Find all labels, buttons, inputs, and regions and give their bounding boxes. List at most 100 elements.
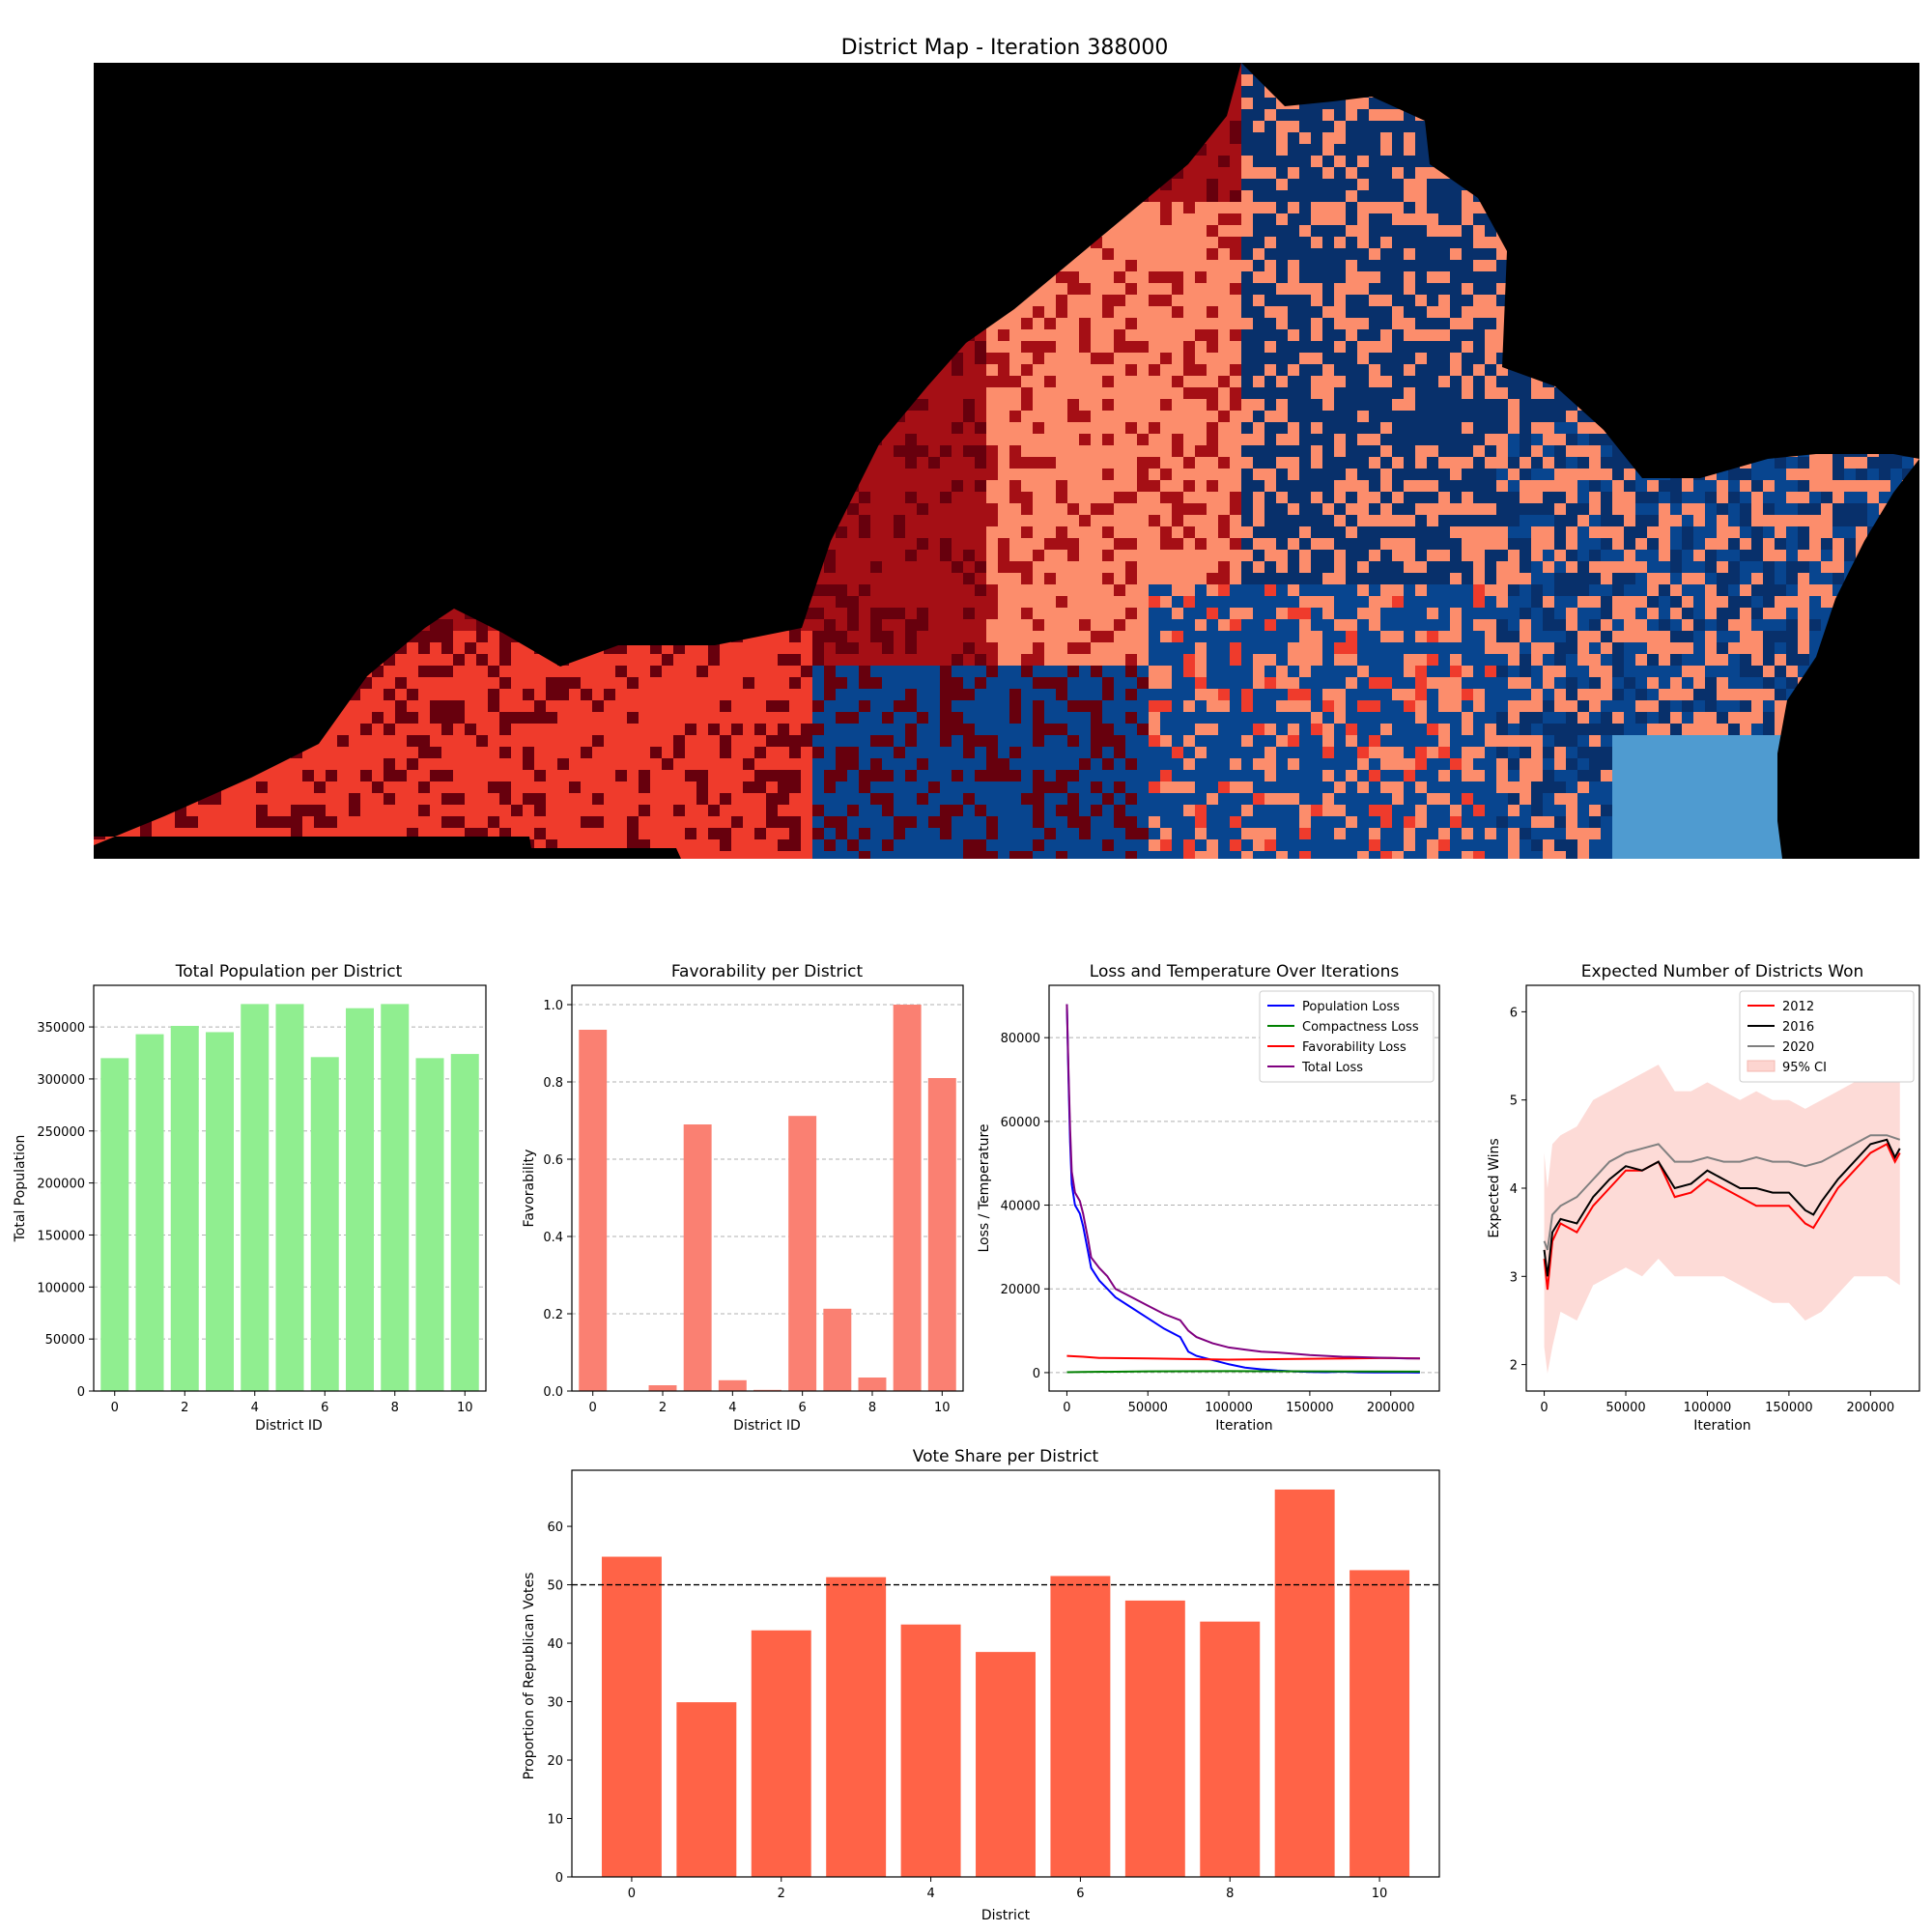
map-cell bbox=[1346, 109, 1357, 121]
map-cell bbox=[917, 422, 928, 434]
map-cell bbox=[1369, 213, 1380, 225]
map-cell bbox=[1021, 364, 1033, 376]
map-cell bbox=[1288, 121, 1299, 132]
map-cell bbox=[998, 329, 1009, 341]
map-cell bbox=[1264, 271, 1276, 283]
map-cell bbox=[998, 399, 1009, 411]
map-cell bbox=[1357, 283, 1369, 295]
map-cell bbox=[1357, 144, 1369, 156]
map-cell bbox=[1102, 411, 1114, 422]
map-cell bbox=[1218, 179, 1230, 190]
map-cell bbox=[1125, 260, 1137, 271]
map-cell bbox=[1427, 283, 1438, 295]
map-cell bbox=[1346, 341, 1357, 353]
map-cell bbox=[1346, 295, 1357, 306]
map-cell bbox=[917, 411, 928, 422]
map-cell bbox=[1311, 156, 1322, 167]
map-cell bbox=[1462, 295, 1473, 306]
map-cell bbox=[1288, 364, 1299, 376]
map-cell bbox=[1253, 248, 1264, 260]
map-cell bbox=[1346, 318, 1357, 329]
map-cell bbox=[1369, 329, 1380, 341]
map-cell bbox=[1450, 213, 1462, 225]
map-cell bbox=[1160, 306, 1172, 318]
map-cell bbox=[1172, 248, 1183, 260]
map-cell bbox=[1276, 225, 1288, 237]
map-cell bbox=[1033, 387, 1044, 399]
map-cell bbox=[998, 364, 1009, 376]
map-cell bbox=[1427, 399, 1438, 411]
map-cell bbox=[1288, 248, 1299, 260]
map-cell bbox=[1462, 306, 1473, 318]
map-cell bbox=[1253, 329, 1264, 341]
map-cell bbox=[1288, 329, 1299, 341]
map-cell bbox=[952, 422, 963, 434]
map-cell bbox=[1288, 132, 1299, 144]
map-cell bbox=[1462, 283, 1473, 295]
map-cell bbox=[1207, 260, 1218, 271]
map-cell bbox=[1241, 144, 1253, 156]
map-cell bbox=[1311, 190, 1322, 202]
map-cell bbox=[1218, 387, 1230, 399]
map-cell bbox=[1033, 353, 1044, 364]
map-cell bbox=[1125, 399, 1137, 411]
map-cell bbox=[1230, 295, 1241, 306]
map-cell bbox=[1288, 306, 1299, 318]
map-cell bbox=[1230, 213, 1241, 225]
map-cell bbox=[1450, 190, 1462, 202]
map-cell bbox=[1253, 364, 1264, 376]
map-cell bbox=[1508, 376, 1520, 387]
map-cell bbox=[1183, 167, 1195, 179]
map-cell bbox=[1427, 248, 1438, 260]
map-cell bbox=[1067, 422, 1079, 434]
map-cell bbox=[1276, 260, 1288, 271]
map-cell bbox=[1380, 132, 1392, 144]
map-cell bbox=[1230, 387, 1241, 399]
map-cell bbox=[1009, 399, 1021, 411]
map-cell bbox=[1276, 144, 1288, 156]
map-cell bbox=[1438, 295, 1450, 306]
map-cell bbox=[1485, 387, 1496, 399]
map-cell bbox=[1044, 422, 1056, 434]
map-cell bbox=[1357, 213, 1369, 225]
map-cell bbox=[1218, 167, 1230, 179]
map-cell bbox=[1392, 271, 1404, 283]
map-cell bbox=[1415, 295, 1427, 306]
map-cell bbox=[1427, 271, 1438, 283]
map-cell bbox=[1276, 190, 1288, 202]
map-cell bbox=[1033, 376, 1044, 387]
map-cell bbox=[1427, 306, 1438, 318]
map-cell bbox=[1496, 399, 1508, 411]
map-cell bbox=[1183, 387, 1195, 399]
map-cell bbox=[1322, 190, 1334, 202]
map-cell bbox=[1183, 260, 1195, 271]
map-cell bbox=[1334, 237, 1346, 248]
map-cell bbox=[1392, 306, 1404, 318]
map-cell bbox=[1380, 167, 1392, 179]
map-cell bbox=[1392, 260, 1404, 271]
map-cell bbox=[1427, 167, 1438, 179]
map-cell bbox=[1021, 387, 1033, 399]
map-cell bbox=[1346, 387, 1357, 399]
map-cell bbox=[1450, 283, 1462, 295]
map-cell bbox=[1091, 422, 1102, 434]
map-cell bbox=[1311, 295, 1322, 306]
map-cell bbox=[1172, 237, 1183, 248]
map-cell bbox=[1311, 167, 1322, 179]
map-cell bbox=[1380, 341, 1392, 353]
map-cell bbox=[1195, 353, 1207, 364]
map-cell bbox=[1415, 179, 1427, 190]
map-cell bbox=[1473, 318, 1485, 329]
map-cell bbox=[1207, 156, 1218, 167]
map-cell bbox=[1322, 376, 1334, 387]
map-cell bbox=[1346, 167, 1357, 179]
map-cell bbox=[1230, 156, 1241, 167]
map-cell bbox=[1404, 260, 1415, 271]
map-cell bbox=[1230, 283, 1241, 295]
map-cell bbox=[998, 422, 1009, 434]
map-cell bbox=[1427, 329, 1438, 341]
map-cell bbox=[1195, 306, 1207, 318]
map-cell bbox=[1149, 341, 1160, 353]
map-cell bbox=[1357, 260, 1369, 271]
map-cell bbox=[952, 411, 963, 422]
